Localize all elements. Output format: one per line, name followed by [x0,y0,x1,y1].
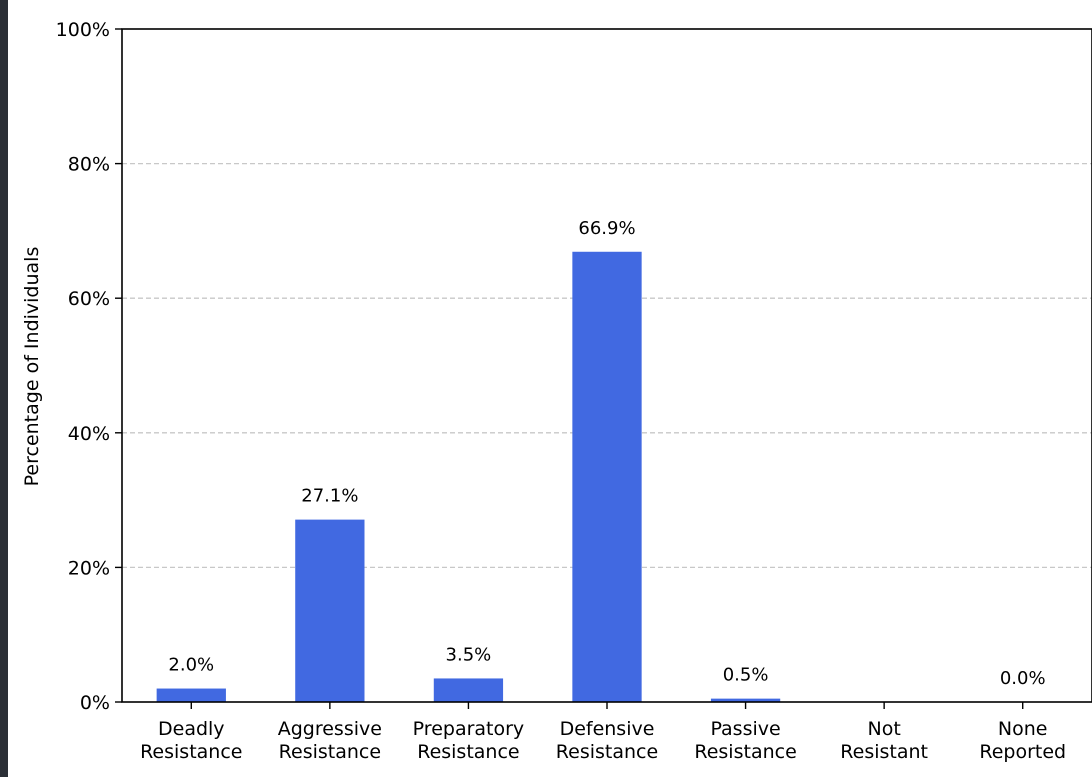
x-tick-label: Resistance [694,741,796,763]
bar [295,519,365,702]
x-tick-label: Resistance [417,741,519,763]
x-tick-label: Aggressive [278,718,382,740]
y-tick-label: 80% [68,154,110,176]
x-axis-ticks: DeadlyResistanceAggressiveResistancePrep… [140,702,1066,763]
y-tick-label: 0% [80,692,110,714]
x-tick-label: Resistance [279,741,381,763]
bar [433,678,504,702]
y-tick-label: 100% [56,19,110,41]
chart-frame: 2.0% 27.1% 3.5% 66.9% 0.5% 0.0% 0% 20% 40% 60% 80… [8,0,1092,777]
value-labels: 2.0% 27.1% 3.5% 66.9% 0.5% 0.0% [168,218,1045,689]
value-label: 3.5% [446,644,492,665]
bar-chart: 2.0% 27.1% 3.5% 66.9% 0.5% 0.0% 0% 20% 40% 60% 80… [21,19,1092,763]
y-tick-label: 20% [68,557,110,579]
y-tick-label: 40% [68,423,110,445]
y-tick-label: 60% [68,288,110,310]
x-tick-label: Defensive [560,718,655,740]
value-label: 27.1% [301,486,358,507]
x-tick-label: None [998,718,1048,740]
plot-area-border [121,28,1092,703]
value-label: 2.0% [168,655,214,676]
value-label: 66.9% [578,218,635,239]
y-axis-label: Percentage of Individuals [21,247,43,487]
bar [156,688,226,702]
x-tick-label: Preparatory [413,718,525,740]
x-tick-label: Resistant [840,741,928,763]
value-label: 0.5% [723,665,769,686]
bar [572,251,642,702]
x-tick-label: Deadly [158,718,225,740]
bar [710,698,781,702]
x-tick-label: Resistance [556,741,658,763]
x-tick-label: Passive [710,718,780,740]
y-axis-ticks: 0% 20% 40% 60% 80% 100% [56,19,122,714]
value-label: 0.0% [1000,668,1046,689]
x-tick-label: Resistance [140,741,242,763]
x-tick-label: Not [867,718,900,740]
x-tick-label: Reported [979,741,1066,763]
bars [156,251,781,702]
